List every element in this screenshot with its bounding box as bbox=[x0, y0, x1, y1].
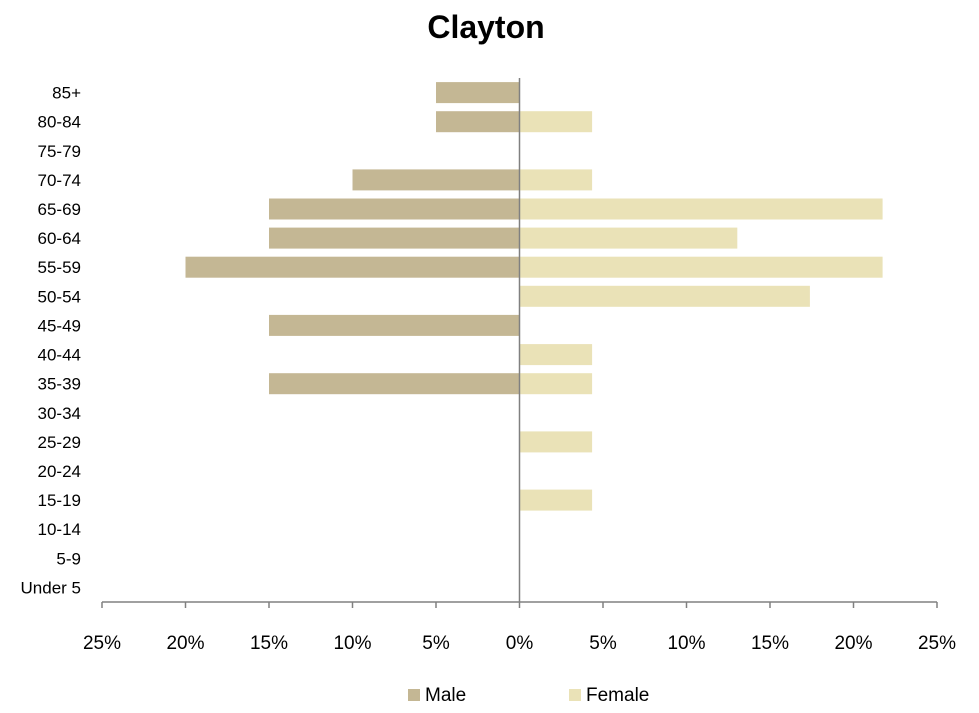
bar-female-25-29 bbox=[519, 431, 593, 453]
category-label: Under 5 bbox=[21, 578, 81, 597]
category-label: 65-69 bbox=[38, 200, 81, 219]
bars-layer bbox=[185, 82, 883, 511]
category-label: 80-84 bbox=[38, 113, 81, 132]
category-label: 30-34 bbox=[38, 404, 81, 423]
x-tick-label: 15% bbox=[751, 633, 789, 654]
x-axis-ticks: 25% 20% 15% 10% 5% 0% 5% 10% 15% 20% 25% bbox=[83, 602, 956, 654]
category-label: 35-39 bbox=[38, 375, 81, 394]
category-label: 70-74 bbox=[38, 171, 81, 190]
bar-male-60-64 bbox=[269, 227, 520, 249]
bar-female-70-74 bbox=[519, 169, 593, 191]
x-tick-label: 10% bbox=[667, 633, 705, 654]
category-label: 50-54 bbox=[38, 287, 81, 306]
category-label: 20-24 bbox=[38, 462, 81, 481]
legend-item-male: Male bbox=[408, 685, 466, 706]
bar-male-35-39 bbox=[269, 373, 520, 395]
bar-male-85plus bbox=[436, 82, 520, 104]
series-male bbox=[185, 82, 520, 395]
x-tick-label: 15% bbox=[250, 633, 288, 654]
series-female bbox=[519, 111, 883, 511]
bar-female-35-39 bbox=[519, 373, 593, 395]
bar-male-45-49 bbox=[269, 314, 520, 336]
legend: Male Female bbox=[408, 685, 649, 706]
category-label: 5-9 bbox=[56, 549, 81, 568]
bar-male-55-59 bbox=[185, 256, 520, 278]
bar-female-15-19 bbox=[519, 489, 593, 511]
bar-female-40-44 bbox=[519, 344, 593, 366]
legend-label-male: Male bbox=[425, 685, 466, 706]
legend-item-female: Female bbox=[569, 685, 649, 706]
category-label: 15-19 bbox=[38, 491, 81, 510]
bar-female-65-69 bbox=[519, 198, 883, 220]
bar-male-70-74 bbox=[352, 169, 520, 191]
bar-male-65-69 bbox=[269, 198, 520, 220]
x-tick-label: 25% bbox=[83, 633, 121, 654]
category-label: 60-64 bbox=[38, 229, 81, 248]
category-label: 85+ bbox=[52, 84, 81, 103]
x-tick-label: 0% bbox=[506, 633, 534, 654]
x-tick-label: 25% bbox=[918, 633, 956, 654]
bar-female-55-59 bbox=[519, 256, 883, 278]
x-tick-label: 5% bbox=[422, 633, 450, 654]
bar-female-50-54 bbox=[519, 285, 810, 307]
x-tick-label: 5% bbox=[589, 633, 617, 654]
x-tick-label: 20% bbox=[834, 633, 872, 654]
category-label: 40-44 bbox=[38, 346, 81, 365]
category-label: 25-29 bbox=[38, 433, 81, 452]
x-tick-label: 10% bbox=[333, 633, 371, 654]
axes bbox=[102, 78, 937, 603]
legend-label-female: Female bbox=[586, 685, 649, 706]
legend-swatch-male bbox=[408, 689, 420, 701]
chart-title: Clayton bbox=[427, 9, 544, 45]
bar-male-80-84 bbox=[436, 111, 520, 133]
category-label: 45-49 bbox=[38, 316, 81, 335]
x-tick-label: 20% bbox=[166, 633, 204, 654]
legend-swatch-female bbox=[569, 689, 581, 701]
category-label: 55-59 bbox=[38, 258, 81, 277]
bar-female-80-84 bbox=[519, 111, 593, 133]
category-labels: Under 5 5-9 10-14 15-19 20-24 25-29 30-34 35-39… bbox=[21, 84, 82, 598]
bar-female-60-64 bbox=[519, 227, 738, 249]
category-label: 10-14 bbox=[38, 520, 81, 539]
category-label: 75-79 bbox=[38, 142, 81, 161]
